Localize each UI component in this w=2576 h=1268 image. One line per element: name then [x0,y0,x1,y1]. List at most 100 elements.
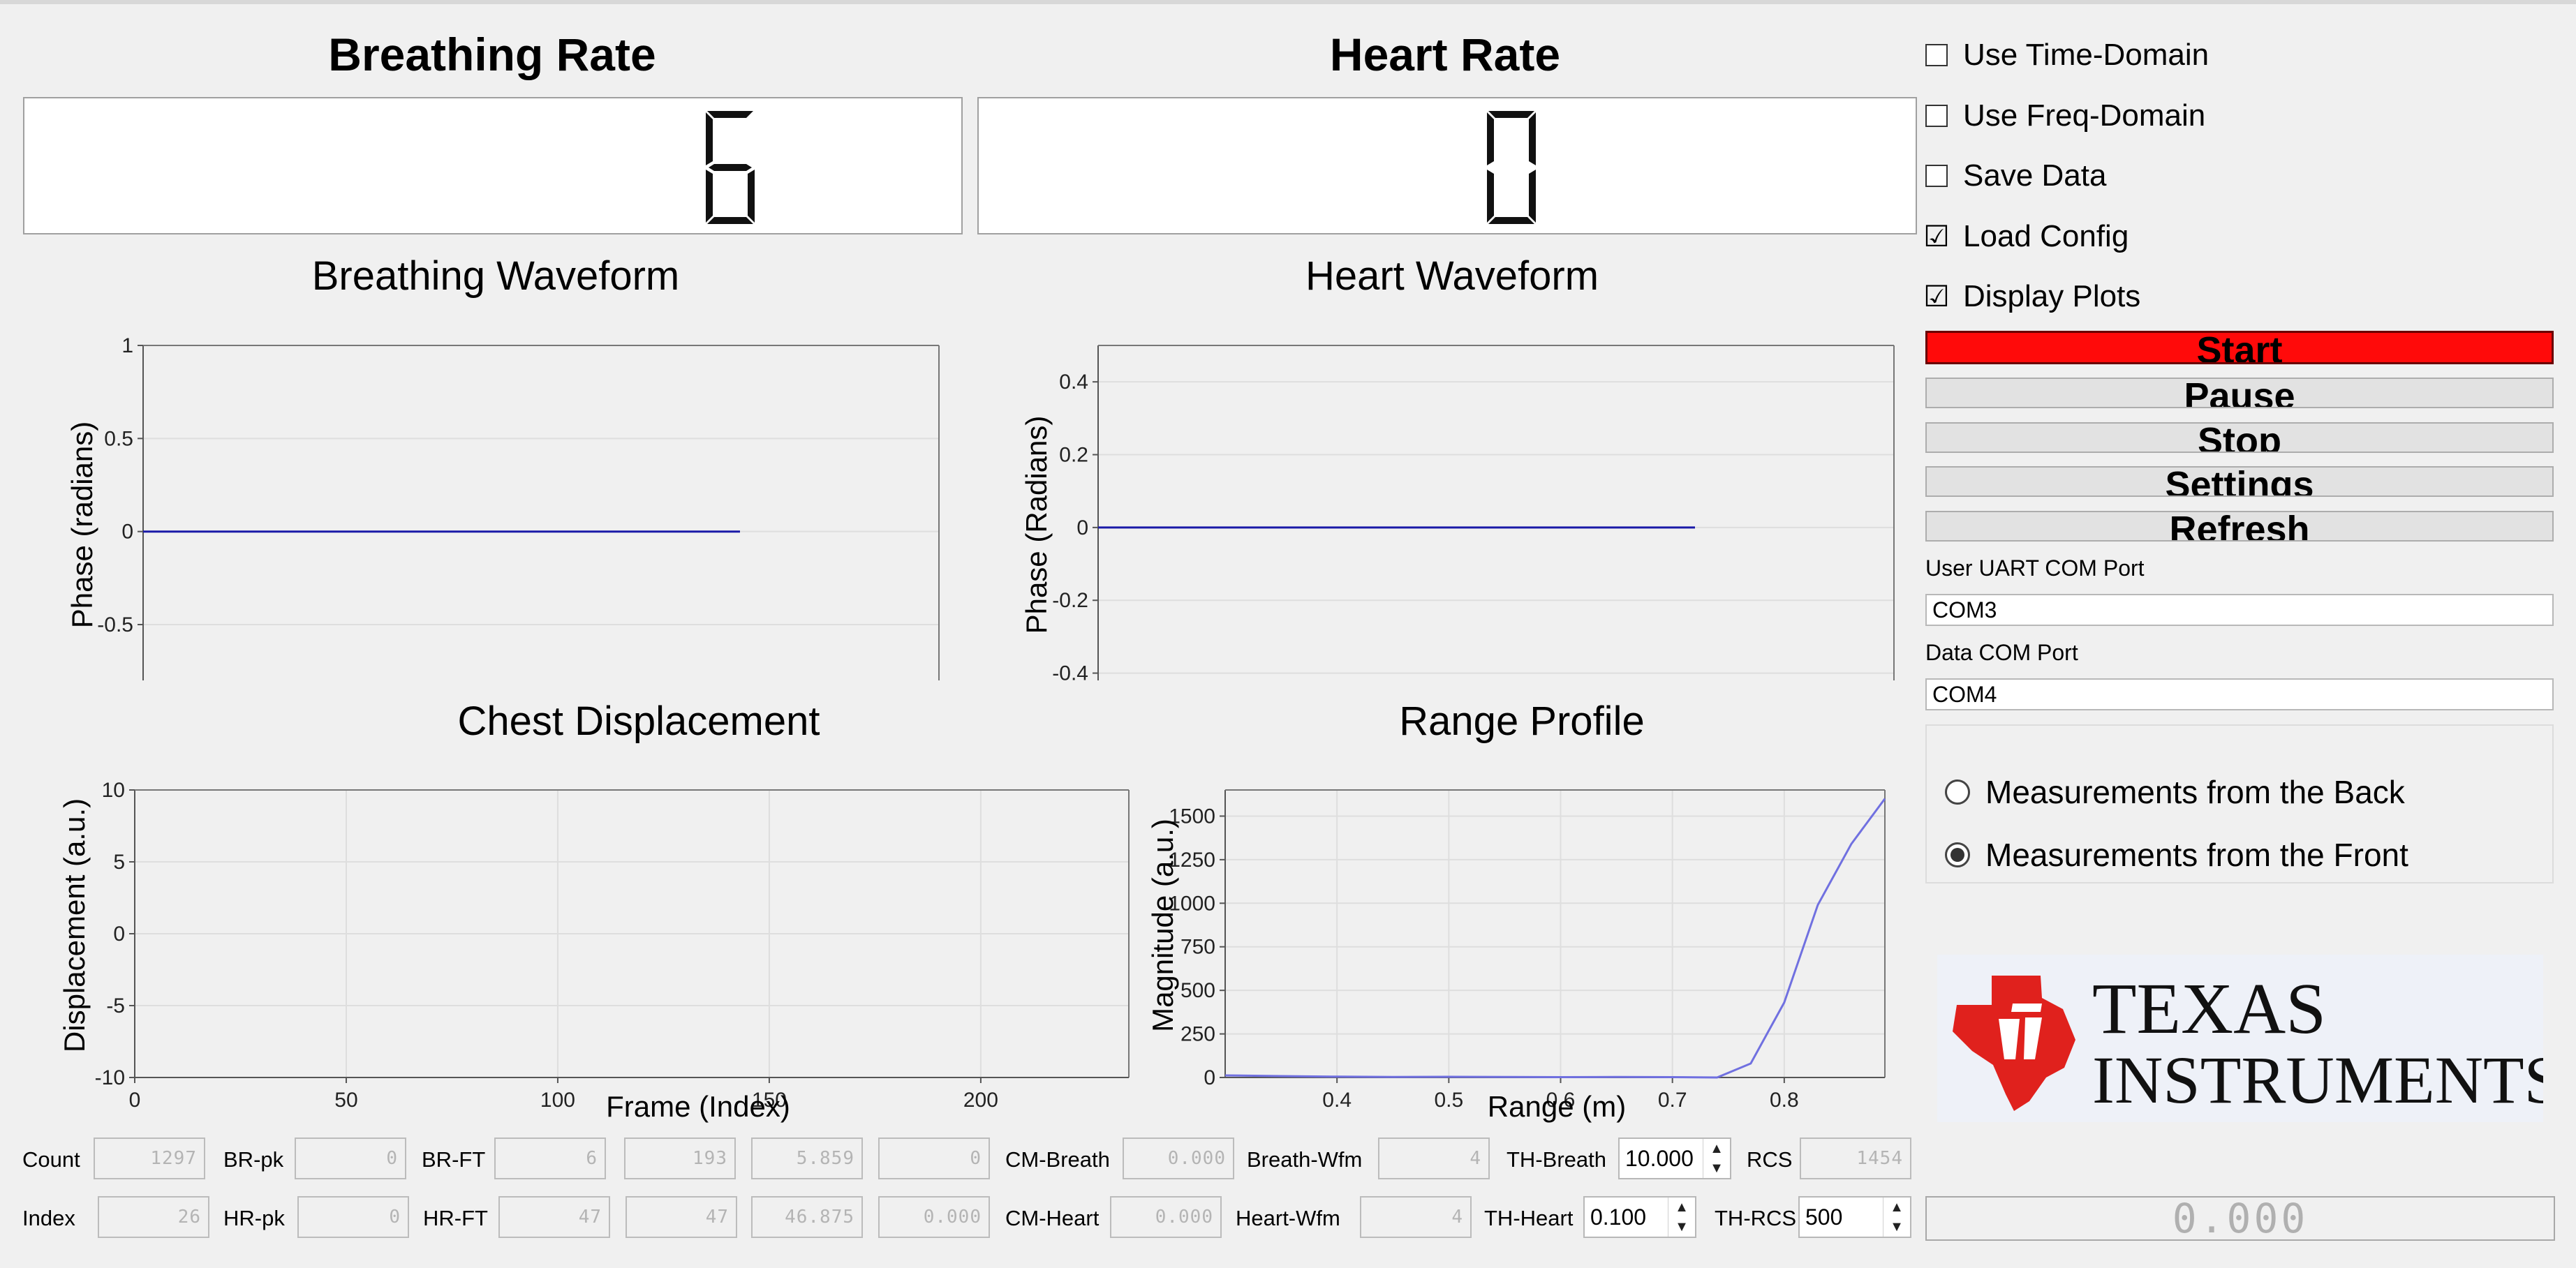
hr-pk-value: 0 [297,1196,409,1238]
range-profile-ylabel: Magnitude (a.u.) [1146,819,1179,1032]
x-tick-label: 0.8 [1770,1089,1799,1112]
br-ft-value: 6 [494,1138,606,1179]
y-tick-label: 750 [1180,936,1215,959]
th-rcs-spinbox[interactable]: 500 ▲ ▼ [1798,1196,1911,1238]
ti-logo: TEXAS INSTRUMENTS [1937,955,2561,1122]
br-pk-label: BR-pk [223,1147,284,1172]
th-heart-spinbox[interactable]: 0.100 ▲ ▼ [1583,1196,1696,1238]
x-tick-label: 0.6 [1546,1089,1576,1112]
br-ft-value-2: 193 [624,1138,736,1179]
th-breath-label: TH-Breath [1507,1147,1606,1172]
y-tick-label: -0.5 [97,613,133,636]
y-tick-label: 1500 [1169,805,1215,828]
start-button-label: Start [2196,331,2283,364]
x-tick-label: 200 [963,1089,998,1112]
data-port-input[interactable]: COM4 [1925,678,2554,710]
y-tick-label: -0.2 [1052,589,1088,612]
load-config-checkbox[interactable]: ☑ Load Config [1923,219,2129,254]
y-tick-label: 5 [113,851,125,874]
y-tick-label: 1 [121,334,133,357]
lcd-segment-b [1529,112,1536,165]
breathing-rate-digit [706,111,755,224]
use-time-domain-checkbox[interactable]: Use Time-Domain [1925,38,2209,73]
radio-selected-dot [1950,848,1964,862]
br-ft-label: BR-FT [422,1147,486,1172]
measure-front-radio[interactable]: Measurements from the Front [1945,836,2408,874]
pause-button-label: Pause [2184,378,2295,408]
stop-button[interactable]: Stop [1925,422,2554,453]
display-plots-check[interactable]: ☑ [1923,280,1950,313]
measure-back-radio-circle[interactable] [1945,780,1970,805]
hr-ft-value-3: 46.875 [751,1196,863,1238]
lcd-segment-d [707,217,753,224]
br-pk-value: 0 [295,1138,406,1179]
y-tick-label: 0.4 [1059,371,1088,394]
x-tick-label: 0.4 [1322,1089,1352,1112]
y-tick-label: 500 [1180,979,1215,1002]
y-tick-label: 0 [121,521,133,544]
pause-button[interactable]: Pause [1925,378,2554,408]
settings-button[interactable]: Settings [1925,466,2554,497]
heart-rate-display [977,97,1917,234]
save-data-checkbox[interactable]: Save Data [1925,158,2106,193]
measure-front-radio-circle[interactable] [1945,842,1970,867]
use-freq-domain-check[interactable] [1925,105,1948,127]
refresh-button[interactable]: Refresh [1925,511,2554,542]
data-port-label: Data COM Port [1925,640,2078,665]
settings-button-label: Settings [2165,466,2314,497]
display-plots-checkbox[interactable]: ☑ Display Plots [1923,279,2141,314]
rcs-value: 1454 [1800,1138,1911,1179]
range-profile-plot: 1500 1250 1000 750 500 250 0 0.4 0.5 0.6 0.7 0.8 [1169,789,1886,1112]
breathing-waveform-ylabel: Phase (radians) [66,421,98,629]
use-time-domain-label: Use Time-Domain [1963,38,2209,72]
range-profile-xlabel: Range (m) [1487,1090,1627,1123]
use-freq-domain-label: Use Freq-Domain [1963,98,2206,133]
display-plots-label: Display Plots [1963,279,2141,313]
hr-ft-value-4: 0.000 [878,1196,990,1238]
index-label: Index [22,1206,75,1230]
cm-heart-label: CM-Heart [1005,1206,1100,1230]
use-time-domain-check[interactable] [1925,44,1948,66]
y-tick-label: -0.4 [1052,662,1088,685]
th-heart-spin-arrows[interactable]: ▲ ▼ [1668,1198,1695,1237]
x-tick-label: 50 [334,1089,357,1112]
lcd-segment-e [1487,170,1494,223]
measure-back-radio[interactable]: Measurements from the Back [1945,773,2405,811]
x-tick-label: 100 [540,1089,575,1112]
lcd-segment-f [1487,112,1494,165]
breathing-waveform-title: Breathing Waveform [311,253,680,299]
measure-back-label: Measurements from the Back [1985,774,2405,810]
y-tick-label: 0 [113,923,125,946]
start-button[interactable]: Start [1925,331,2554,364]
chest-displacement-title: Chest Displacement [457,699,820,744]
lcd-segment-a [1488,111,1534,118]
th-heart-label: TH-Heart [1484,1206,1574,1230]
load-config-check[interactable]: ☑ [1923,220,1950,253]
hr-ft-value: 47 [498,1196,610,1238]
y-tick-label: 0.2 [1059,444,1088,467]
heart-waveform-plot: 0.4 0.2 0 -0.2 -0.4 [1052,345,1895,685]
lcd-segment-d [1488,217,1534,224]
lcd-segment-c [1529,170,1536,223]
y-tick-label: 10 [102,779,125,802]
use-freq-domain-checkbox[interactable]: Use Freq-Domain [1925,98,2205,133]
th-rcs-spin-arrows[interactable]: ▲ ▼ [1883,1198,1910,1237]
measure-front-label: Measurements from the Front [1985,837,2408,873]
th-breath-spinbox[interactable]: 10.000 ▲ ▼ [1618,1138,1731,1179]
uart-port-input[interactable]: COM3 [1925,594,2554,626]
y-tick-label: 0 [1076,516,1088,539]
count-label: Count [22,1147,80,1172]
th-breath-spin-arrows[interactable]: ▲ ▼ [1703,1139,1730,1178]
save-data-check[interactable] [1925,165,1948,187]
refresh-button-label: Refresh [2169,511,2310,542]
ti-logo-text-2: INSTRUMENTS [2092,1043,2543,1117]
stop-button-label: Stop [2198,422,2281,453]
save-data-label: Save Data [1963,158,2107,193]
heart-wfm-label: Heart-Wfm [1236,1206,1340,1230]
lcd-segment-g [709,164,752,171]
br-ft-value-4: 0 [878,1138,990,1179]
x-tick-label: 0.7 [1658,1089,1687,1112]
x-tick-label: 150 [752,1089,787,1112]
cm-heart-value: 0.000 [1110,1196,1222,1238]
